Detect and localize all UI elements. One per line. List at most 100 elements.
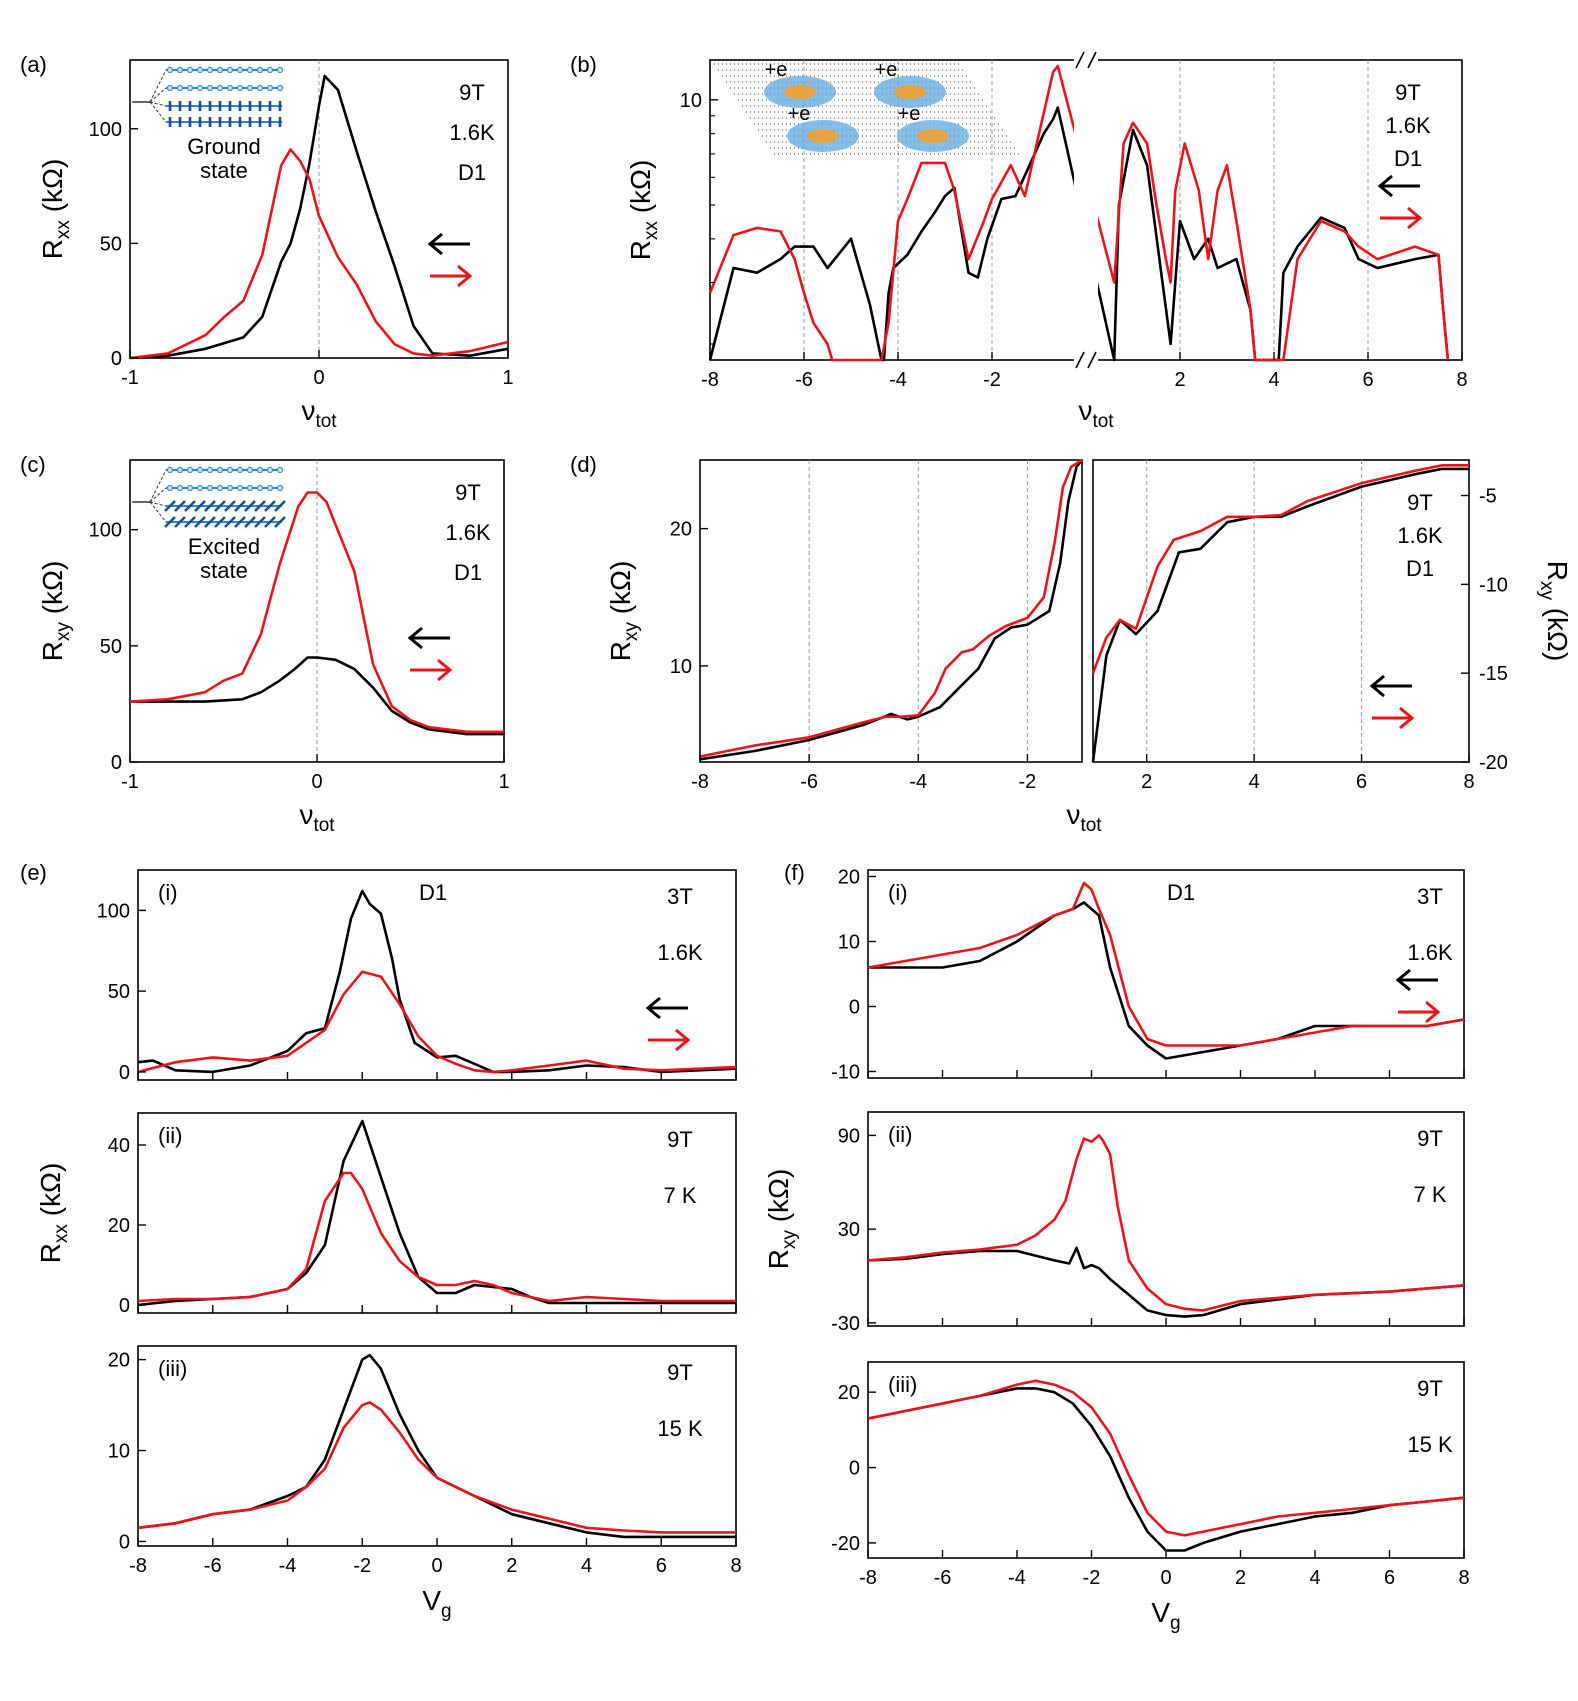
panel-e-label: (e) — [20, 860, 47, 885]
panel-a-inset-site — [256, 66, 264, 74]
panel-f-sub3-x-tick-label: 8 — [1458, 1567, 1469, 1589]
panel-e-sub3-x-tick-label: 8 — [730, 1555, 741, 1577]
panel-e-sub3-label: (iii) — [158, 1356, 187, 1381]
panel-e-sub2-condition: 7 K — [663, 1183, 696, 1208]
panel-d-y-right-tick-label: -20 — [1479, 752, 1508, 774]
panel-f-sub2-condition: 9T — [1417, 1126, 1443, 1151]
panel-a-inset-site — [226, 66, 234, 74]
panel-d-x-tick-label: -2 — [1019, 771, 1037, 793]
panel-a-inset-site — [276, 66, 284, 74]
panel-f-sub3-x-tick-label: 4 — [1309, 1567, 1320, 1589]
panel-f-sub3-x-tick-label: -2 — [1083, 1567, 1101, 1589]
panel-c-inset-site — [206, 484, 214, 492]
panel-f-sub3-x-tick-label: 2 — [1235, 1567, 1246, 1589]
panel-f-sub1-y-tick-label: 10 — [838, 932, 860, 954]
panel-c-inset-site — [176, 466, 184, 474]
panel-d-y-right-tick-label: -15 — [1479, 663, 1508, 685]
panel-c-inset-site — [266, 484, 274, 492]
panel-b-x-tick-label: 4 — [1268, 369, 1279, 391]
panel-a-inset-site — [196, 66, 204, 74]
panel-c-black-arrow-head — [407, 626, 423, 650]
panel-b-red-arrow-head — [1407, 206, 1423, 230]
panel-a-label: (a) — [20, 52, 47, 77]
panel-e-sub3-x-tick-label: 0 — [431, 1555, 442, 1577]
panel-e-sub1-y-tick-label: 0 — [119, 1062, 130, 1084]
panel-e-sub3-x-tick-label: -4 — [279, 1555, 297, 1577]
panel-d-x-tick-label: 8 — [1463, 771, 1474, 793]
panel-b-label: (b) — [570, 52, 597, 77]
panel-a-inset-site — [216, 84, 224, 92]
panel-e-red-arrow-head — [675, 1028, 691, 1052]
panel-e-sub1-condition: 1.6K — [657, 940, 703, 965]
panel-f-ylabel: Rxy (kΩ) — [763, 1169, 800, 1270]
panel-c-inset-site — [276, 484, 284, 492]
panel-c-inset-spin — [264, 500, 276, 512]
panel-f-sub3-condition: 15 K — [1407, 1432, 1453, 1457]
panel-c-inset-spin — [254, 516, 266, 528]
panel-c-inset-site — [196, 484, 204, 492]
panel-c-inset-site — [196, 466, 204, 474]
panel-f-sub1-sweep-up-line — [867, 881, 1465, 1047]
panel-a-inset-site — [206, 66, 214, 74]
panel-f-sub1-sample: D1 — [1167, 880, 1195, 905]
panel-a-inset-site — [166, 66, 174, 74]
panel-f-sub3-sweep-down-line — [867, 1387, 1465, 1552]
panel-c-inset-caption: state — [200, 558, 248, 583]
panel-c-inset-site — [276, 466, 284, 474]
panel-a-x-tick-label: 1 — [502, 367, 513, 389]
panel-f-sub2-sweep-up-line — [867, 1134, 1465, 1312]
panel-c-inset-spin — [274, 500, 286, 512]
panel-c-inset-spin — [214, 516, 226, 528]
panel-a-inset-site — [256, 84, 264, 92]
panel-a-black-arrow-head — [427, 232, 443, 256]
panel-b-sweep-up-line — [708, 64, 1450, 362]
panel-c-inset-site — [186, 484, 194, 492]
panel-e-xlabel: Vg — [422, 1585, 451, 1622]
panel-e-sub3-x-tick-label: -2 — [353, 1555, 371, 1577]
panel-b-inset-core — [784, 85, 816, 99]
panel-c-sweep-up-line — [129, 491, 504, 734]
panel-c-label: (c) — [20, 452, 46, 477]
panel-c-inset-branch — [149, 487, 167, 503]
panel-f-sub2-y-tick-label: 90 — [838, 1125, 860, 1147]
panel-a-inset-site — [206, 84, 214, 92]
panel-c-inset-branch — [149, 469, 167, 503]
panel-f-sub1-y-tick-label: -10 — [831, 1062, 860, 1084]
panel-b-break-gap — [1074, 56, 1098, 364]
panel-e-ylabel: Rxx (kΩ) — [35, 1163, 72, 1264]
panel-c-inset-site — [166, 466, 174, 474]
panel-f-sub1-condition: 3T — [1417, 884, 1443, 909]
panel-d-condition: 9T — [1407, 490, 1433, 515]
panel-a-inset-site — [246, 84, 254, 92]
panel-d-right-frame — [1092, 459, 1470, 763]
panel-b-inset-charge: +e — [788, 103, 811, 125]
panel-d-ylabel: Rxy (kΩ) — [605, 561, 642, 662]
panel-f-sub3-x-tick-label: -4 — [1008, 1567, 1026, 1589]
panel-c-inset-site — [216, 484, 224, 492]
panel-c-inset-site — [226, 484, 234, 492]
panel-e-sub2-frame — [137, 1112, 737, 1314]
panel-a-inset-site — [186, 84, 194, 92]
panel-c-inset-spin — [254, 500, 266, 512]
panel-f-label: (f) — [784, 860, 805, 885]
panel-f-sub2-condition: 7 K — [1413, 1182, 1446, 1207]
panel-c-xlabel: νtot — [299, 799, 335, 836]
panel-d-left-sweep-down-line — [699, 459, 1084, 761]
panel-c-inset-site — [246, 466, 254, 474]
panel-e-sub3-frame — [137, 1345, 737, 1547]
panel-f-sub2-label: (ii) — [888, 1122, 912, 1147]
panel-e-sub2-y-tick-label: 40 — [108, 1135, 130, 1157]
panel-e-sub3-y-tick-label: 20 — [108, 1350, 130, 1372]
panel-a-inset-branch — [149, 101, 167, 123]
panel-d-y-left-tick-label: 10 — [670, 656, 692, 678]
panel-a-inset-site — [196, 84, 204, 92]
panel-a-x-tick-label: 0 — [313, 367, 324, 389]
panel-a-sweep-up-line — [129, 148, 509, 360]
panel-a-inset-caption: Ground — [187, 134, 260, 159]
panel-c-inset-spin — [224, 516, 236, 528]
panel-c-condition: 9T — [455, 480, 481, 505]
panel-f-sub3-x-tick-label: 6 — [1384, 1567, 1395, 1589]
panel-f-sub3-y-tick-label: -20 — [831, 1533, 860, 1555]
panel-a-condition: 1.6K — [449, 120, 495, 145]
